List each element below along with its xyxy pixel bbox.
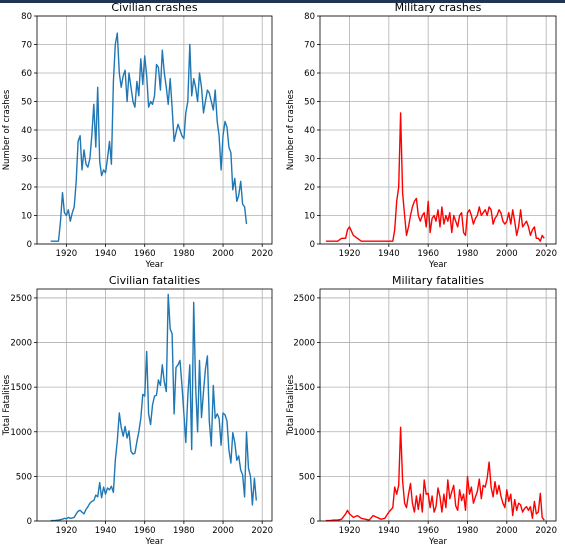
x-tick-label: 1940 <box>95 526 117 536</box>
y-tick-label: 1500 <box>293 383 315 393</box>
y-axis-label: Number of crashes <box>286 89 296 170</box>
x-tick-label: 2000 <box>212 249 234 259</box>
y-tick-label: 2000 <box>293 339 315 349</box>
x-tick-label: 1960 <box>134 249 156 259</box>
y-tick-label: 30 <box>304 155 315 165</box>
x-tick-label: 1980 <box>457 526 479 536</box>
x-tick-label: 1980 <box>457 249 479 259</box>
y-tick-label: 70 <box>304 41 315 51</box>
y-tick-label: 0 <box>27 240 32 250</box>
y-tick-label: 40 <box>304 126 315 136</box>
x-tick-label: 1960 <box>417 249 439 259</box>
x-tick-label: 2020 <box>535 249 557 259</box>
x-tick-label: 1920 <box>339 249 361 259</box>
x-tick-label: 2020 <box>535 526 557 536</box>
x-axis-label: Year <box>145 260 165 270</box>
y-tick-label: 1000 <box>293 428 315 438</box>
y-tick-label: 1000 <box>10 428 32 438</box>
x-tick-label: 1920 <box>339 526 361 536</box>
y-tick-label: 10 <box>21 212 32 222</box>
series-line <box>50 293 257 522</box>
y-axis-label: Number of crashes <box>2 89 12 170</box>
chart-title: Military fatalities <box>392 274 484 287</box>
x-tick-label: 2000 <box>496 526 518 536</box>
y-tick-label: 500 <box>16 472 32 482</box>
chart-title: Civilian fatalities <box>109 274 201 287</box>
y-tick-label: 500 <box>299 472 315 482</box>
x-tick-label: 1920 <box>56 526 78 536</box>
x-tick-label: 1960 <box>417 526 439 536</box>
y-axis-label: Total Fatalities <box>286 374 296 436</box>
series-line <box>325 112 545 242</box>
y-tick-label: 0 <box>27 517 32 527</box>
series-line <box>325 426 545 522</box>
x-tick-label: 1920 <box>56 249 78 259</box>
plot-frame <box>36 288 273 522</box>
y-tick-label: 80 <box>21 12 32 22</box>
x-axis-label: Year <box>428 537 448 547</box>
y-tick-label: 0 <box>310 240 315 250</box>
chart-civilian-fatalities: 1920 1940 1960 1980 2000 2020 0 500 1000 1500 2000… <box>2 274 273 547</box>
x-tick-label: 2000 <box>212 526 234 536</box>
y-tick-label: 30 <box>21 155 32 165</box>
y-tick-label: 10 <box>304 212 315 222</box>
y-tick-label: 0 <box>310 517 315 527</box>
chart-civilian-crashes: 1920 1940 1960 1980 2000 2020 0 10 20 30 40 50 60 70 8… <box>2 1 273 270</box>
window-top-bar <box>0 0 565 3</box>
y-tick-label: 70 <box>21 41 32 51</box>
series-line <box>50 32 248 242</box>
y-tick-label: 80 <box>304 12 315 22</box>
y-tick-label: 2500 <box>10 294 32 304</box>
x-tick-label: 1940 <box>378 249 400 259</box>
y-axis-label: Total Fatalities <box>2 374 12 436</box>
x-tick-label: 1980 <box>173 526 195 536</box>
chart-title: Military crashes <box>395 1 482 14</box>
x-tick-label: 2020 <box>251 249 273 259</box>
chart-title: Civilian crashes <box>111 1 197 14</box>
y-tick-label: 2500 <box>293 294 315 304</box>
y-tick-label: 50 <box>304 98 315 108</box>
y-tick-label: 20 <box>21 183 32 193</box>
x-tick-label: 1940 <box>378 526 400 536</box>
y-tick-label: 2000 <box>10 339 32 349</box>
y-tick-label: 1500 <box>10 383 32 393</box>
x-tick-label: 1960 <box>134 526 156 536</box>
x-tick-label: 2020 <box>251 526 273 536</box>
x-tick-label: 1940 <box>95 249 117 259</box>
x-axis-label: Year <box>145 537 165 547</box>
x-tick-label: 1980 <box>173 249 195 259</box>
plot-frame <box>319 288 557 522</box>
y-tick-label: 60 <box>21 69 32 79</box>
chart-military-fatalities: 1920 1940 1960 1980 2000 2020 0 500 1000 1500 2000… <box>286 274 557 547</box>
y-tick-label: 60 <box>304 69 315 79</box>
chart-military-crashes: 1920 1940 1960 1980 2000 2020 0 10 20 30 40 50 60 70 8… <box>286 1 557 270</box>
x-tick-label: 2000 <box>496 249 518 259</box>
y-tick-label: 20 <box>304 183 315 193</box>
y-tick-label: 50 <box>21 98 32 108</box>
x-axis-label: Year <box>428 260 448 270</box>
y-tick-label: 40 <box>21 126 32 136</box>
